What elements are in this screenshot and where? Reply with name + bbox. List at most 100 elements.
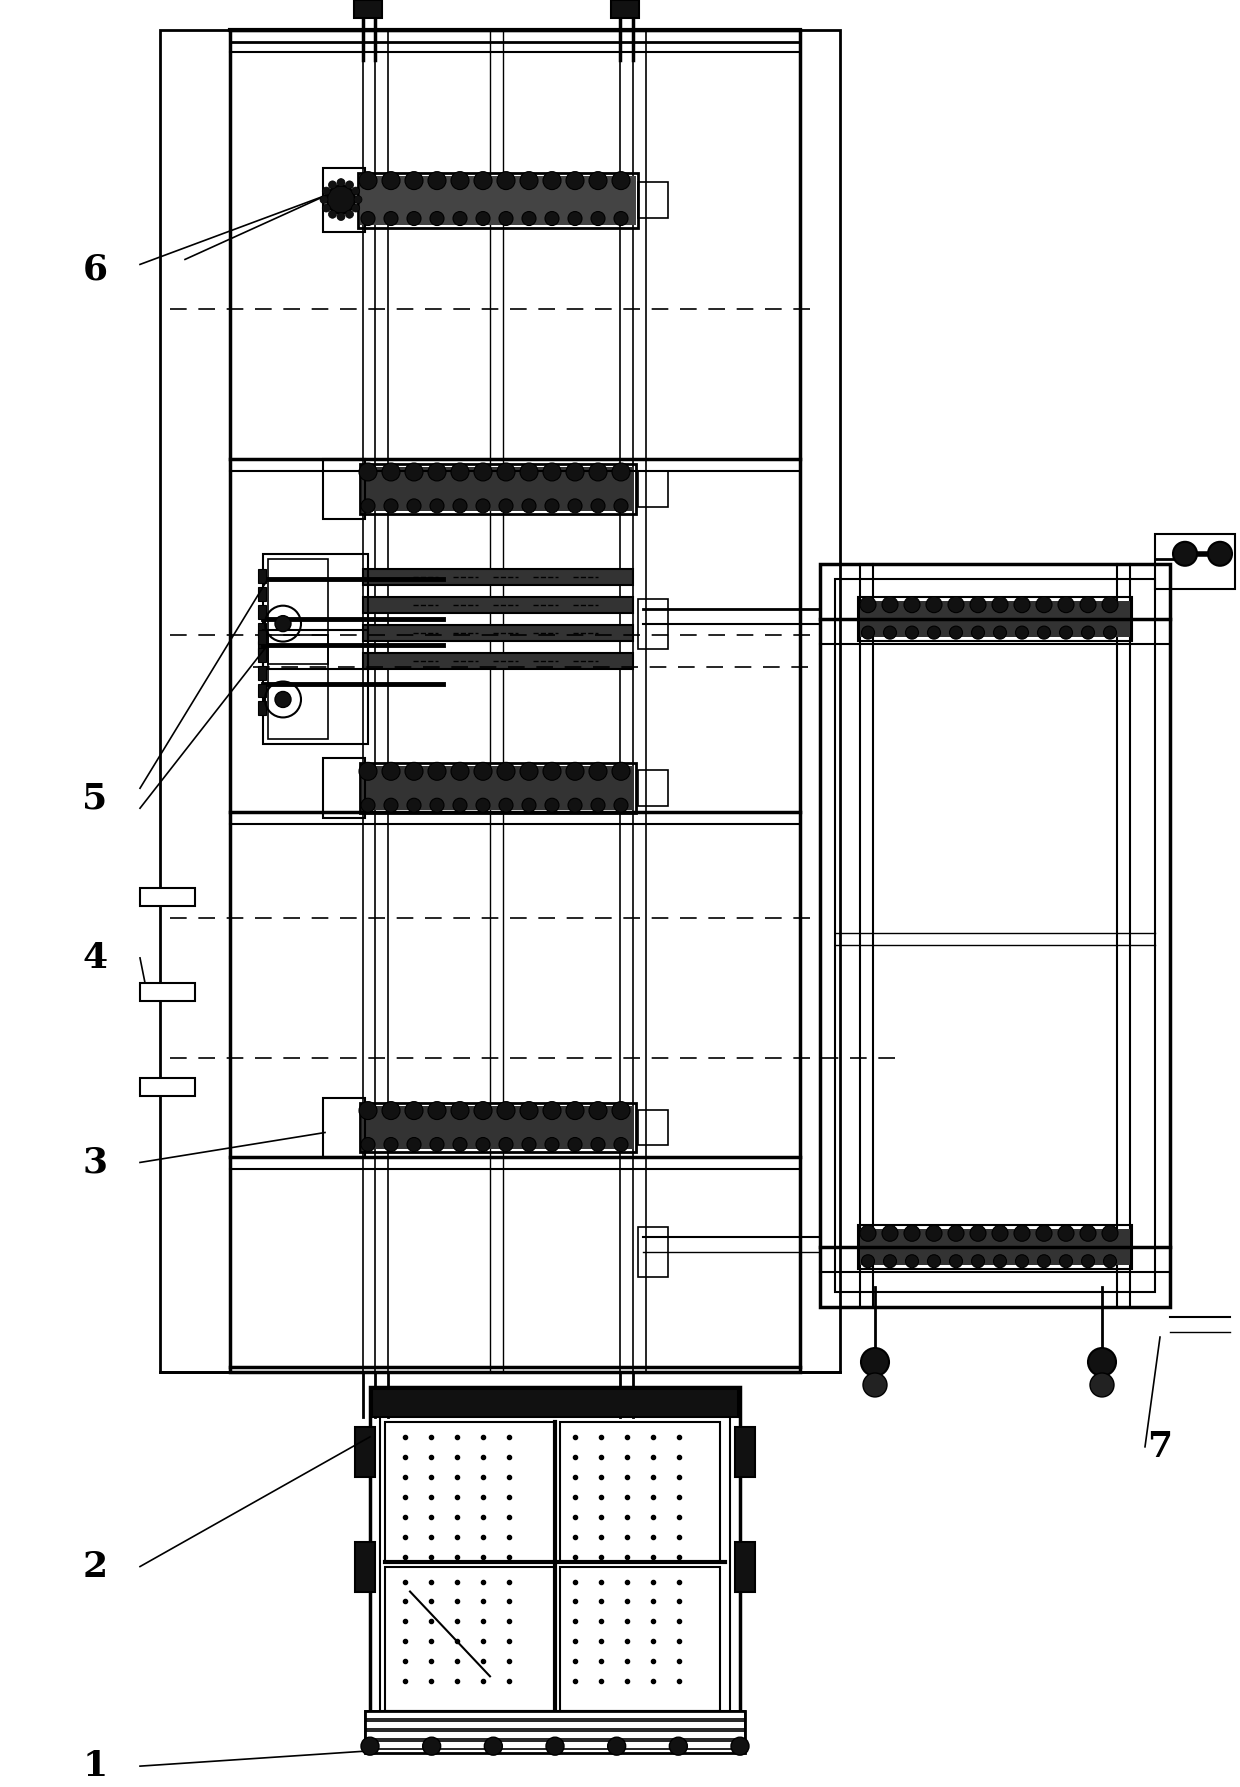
Ellipse shape <box>453 499 467 513</box>
Ellipse shape <box>430 799 444 813</box>
Ellipse shape <box>543 463 560 481</box>
Ellipse shape <box>407 211 422 225</box>
Ellipse shape <box>1104 1254 1116 1267</box>
Bar <box>263 629 368 745</box>
Circle shape <box>346 211 353 218</box>
Bar <box>322 758 365 818</box>
Ellipse shape <box>1059 1254 1073 1267</box>
Ellipse shape <box>546 1138 559 1151</box>
Circle shape <box>861 1347 889 1376</box>
Ellipse shape <box>589 763 608 781</box>
Circle shape <box>1090 1372 1114 1397</box>
Ellipse shape <box>361 799 374 813</box>
Bar <box>258 568 267 583</box>
Circle shape <box>322 204 330 213</box>
Circle shape <box>608 1737 626 1755</box>
Bar <box>258 604 267 618</box>
Bar <box>263 554 368 668</box>
Ellipse shape <box>928 1254 940 1267</box>
Bar <box>820 563 1171 1306</box>
Ellipse shape <box>522 1138 536 1151</box>
Ellipse shape <box>591 799 605 813</box>
Bar <box>258 683 267 697</box>
Ellipse shape <box>949 597 963 613</box>
Ellipse shape <box>430 499 444 513</box>
Ellipse shape <box>546 499 559 513</box>
Bar <box>363 597 632 613</box>
Bar <box>353 0 382 18</box>
Ellipse shape <box>882 597 898 613</box>
Bar <box>363 625 632 640</box>
Bar <box>268 634 329 740</box>
Ellipse shape <box>382 172 401 189</box>
Bar <box>360 465 636 515</box>
Bar <box>360 763 636 813</box>
Bar <box>861 600 1130 636</box>
Ellipse shape <box>613 172 630 189</box>
Ellipse shape <box>1035 597 1052 613</box>
Ellipse shape <box>430 211 444 225</box>
Ellipse shape <box>497 763 515 781</box>
Ellipse shape <box>360 763 377 781</box>
Ellipse shape <box>474 172 492 189</box>
Ellipse shape <box>565 172 584 189</box>
Circle shape <box>275 617 291 631</box>
Ellipse shape <box>949 1226 963 1242</box>
Ellipse shape <box>476 799 490 813</box>
Circle shape <box>352 204 360 213</box>
Ellipse shape <box>591 499 605 513</box>
Bar <box>639 1228 668 1278</box>
Ellipse shape <box>904 597 920 613</box>
Ellipse shape <box>613 763 630 781</box>
Bar <box>322 168 365 232</box>
Bar <box>160 30 839 1372</box>
Circle shape <box>732 1737 749 1755</box>
Text: 4: 4 <box>82 942 108 976</box>
Ellipse shape <box>476 1138 490 1151</box>
Bar <box>861 1229 1130 1265</box>
Bar <box>362 767 634 810</box>
Bar <box>355 1426 374 1476</box>
Ellipse shape <box>430 1138 444 1151</box>
Ellipse shape <box>453 799 467 813</box>
Bar <box>140 888 195 906</box>
Circle shape <box>352 188 360 195</box>
Ellipse shape <box>861 597 875 613</box>
Ellipse shape <box>407 799 422 813</box>
Text: 6: 6 <box>82 252 108 286</box>
Ellipse shape <box>613 1101 630 1119</box>
Ellipse shape <box>971 625 985 640</box>
Ellipse shape <box>543 1101 560 1119</box>
Ellipse shape <box>568 211 582 225</box>
Ellipse shape <box>862 625 874 640</box>
Ellipse shape <box>360 1101 377 1119</box>
Ellipse shape <box>405 1101 423 1119</box>
Bar <box>355 1542 374 1592</box>
Ellipse shape <box>993 625 1007 640</box>
Ellipse shape <box>543 172 560 189</box>
Ellipse shape <box>361 1138 374 1151</box>
Text: 5: 5 <box>82 781 108 815</box>
Bar <box>362 466 634 511</box>
Ellipse shape <box>451 463 469 481</box>
Ellipse shape <box>498 1138 513 1151</box>
Ellipse shape <box>405 172 423 189</box>
Bar <box>358 173 639 227</box>
Ellipse shape <box>522 211 536 225</box>
Bar <box>858 1226 1132 1269</box>
Ellipse shape <box>384 211 398 225</box>
Ellipse shape <box>361 499 374 513</box>
Ellipse shape <box>384 799 398 813</box>
Ellipse shape <box>453 1138 467 1151</box>
Bar <box>372 1388 738 1417</box>
Circle shape <box>322 188 330 195</box>
Ellipse shape <box>970 1226 986 1242</box>
Ellipse shape <box>993 1254 1007 1267</box>
Bar <box>735 1426 755 1476</box>
Circle shape <box>346 180 353 189</box>
Ellipse shape <box>926 597 942 613</box>
Ellipse shape <box>543 763 560 781</box>
Ellipse shape <box>382 1101 401 1119</box>
Ellipse shape <box>591 211 605 225</box>
Ellipse shape <box>905 1254 919 1267</box>
